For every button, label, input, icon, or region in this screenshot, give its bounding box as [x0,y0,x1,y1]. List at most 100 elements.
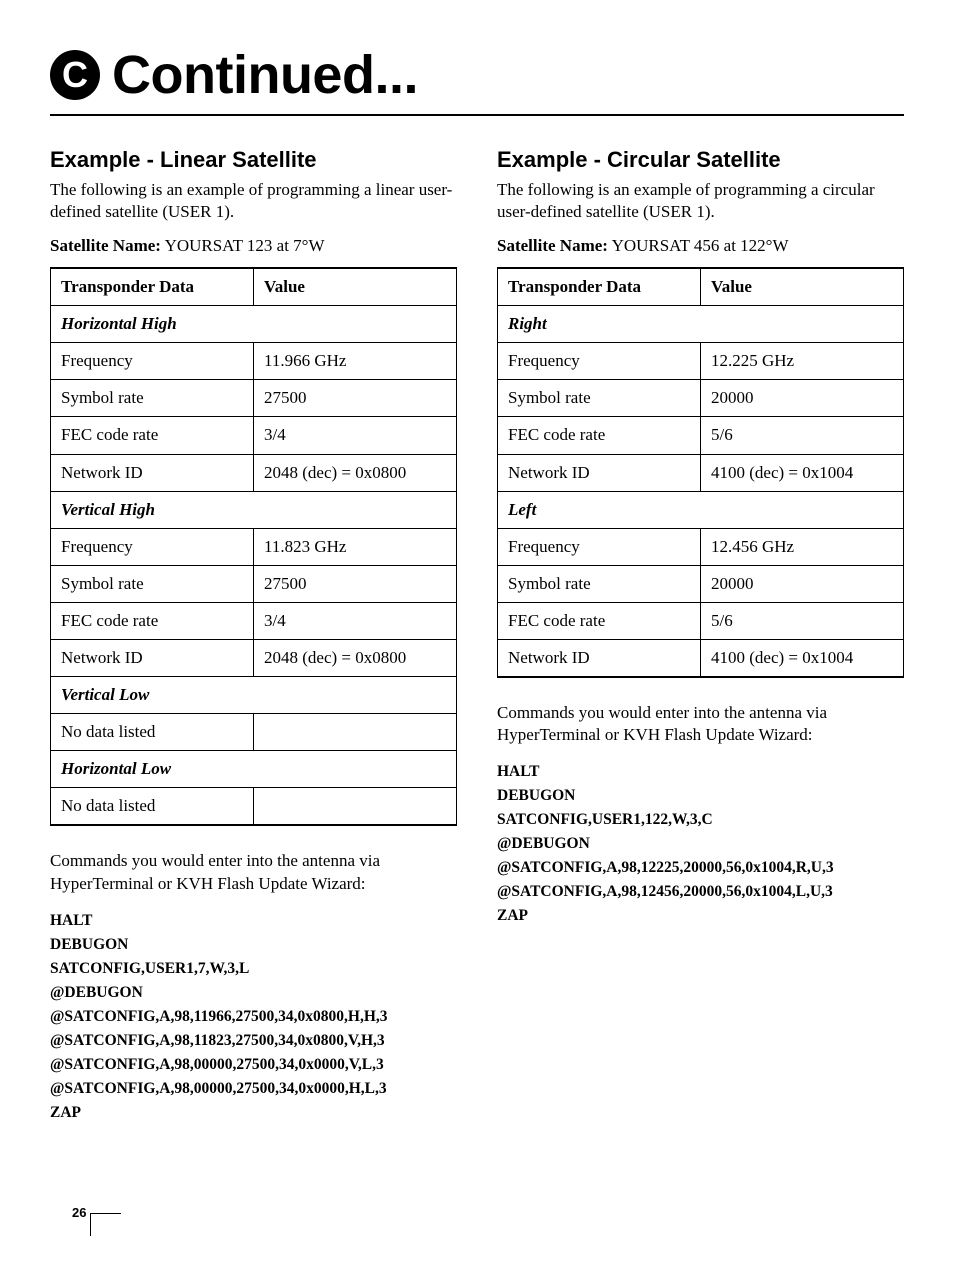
content-columns: Example - Linear Satellite The following… [50,134,904,1125]
right-commands: HALTDEBUGONSATCONFIG,USER1,122,W,3,C@DEB… [497,760,904,928]
left-satname: Satellite Name: YOURSAT 123 at 7°W [50,235,457,257]
left-th-transponder: Transponder Data [51,268,254,306]
table-row: Network ID4100 (dec) = 0x1004 [498,454,904,491]
table-row: Network ID4100 (dec) = 0x1004 [498,640,904,678]
command-line: @SATCONFIG,A,98,12456,20000,56,0x1004,L,… [497,880,904,904]
left-cmd-intro: Commands you would enter into the antenn… [50,850,457,894]
table-cell-key: Frequency [51,343,254,380]
table-cell-value: 2048 (dec) = 0x0800 [254,454,457,491]
table-section-title: Left [498,491,904,528]
table-row: FEC code rate5/6 [498,417,904,454]
table-row: Network ID2048 (dec) = 0x0800 [51,640,457,677]
table-section-header: Vertical Low [51,677,457,714]
table-row: Symbol rate27500 [51,565,457,602]
command-line: @SATCONFIG,A,98,12225,20000,56,0x1004,R,… [497,856,904,880]
command-line: @SATCONFIG,A,98,00000,27500,34,0x0000,H,… [50,1077,457,1101]
table-cell-key: No data listed [51,788,254,826]
table-cell-value: 5/6 [701,417,904,454]
right-column: Example - Circular Satellite The followi… [497,134,904,1125]
table-cell-key: Frequency [498,528,701,565]
command-line: HALT [497,760,904,784]
table-row: FEC code rate3/4 [51,602,457,639]
right-intro: The following is an example of programmi… [497,179,904,223]
table-cell-value: 2048 (dec) = 0x0800 [254,640,457,677]
table-cell-key: FEC code rate [498,602,701,639]
table-cell-value: 20000 [701,565,904,602]
table-cell-key: Symbol rate [51,380,254,417]
table-cell-value: 27500 [254,565,457,602]
right-cmd-intro: Commands you would enter into the antenn… [497,702,904,746]
table-cell-key: Symbol rate [498,380,701,417]
appendix-badge: C [50,50,100,100]
right-satname: Satellite Name: YOURSAT 456 at 122°W [497,235,904,257]
table-cell-key: Symbol rate [51,565,254,602]
right-heading: Example - Circular Satellite [497,146,904,175]
right-th-value: Value [701,268,904,306]
table-cell-value: 11.966 GHz [254,343,457,380]
table-cell-key: Frequency [498,343,701,380]
table-row: No data listed [51,788,457,826]
table-section-header: Vertical High [51,491,457,528]
command-line: SATCONFIG,USER1,122,W,3,C [497,808,904,832]
table-section-header: Horizontal Low [51,751,457,788]
left-column: Example - Linear Satellite The following… [50,134,457,1125]
table-cell-value: 12.225 GHz [701,343,904,380]
left-satname-label: Satellite Name: [50,236,161,255]
table-cell-value: 4100 (dec) = 0x1004 [701,454,904,491]
table-cell-key: Network ID [51,454,254,491]
table-section-title: Horizontal High [51,306,457,343]
table-row: Network ID2048 (dec) = 0x0800 [51,454,457,491]
left-commands: HALTDEBUGONSATCONFIG,USER1,7,W,3,L@DEBUG… [50,909,457,1125]
table-section-header: Right [498,306,904,343]
table-section-header: Horizontal High [51,306,457,343]
command-line: ZAP [50,1101,457,1125]
right-satname-label: Satellite Name: [497,236,608,255]
table-section-title: Vertical High [51,491,457,528]
table-cell-value: 3/4 [254,602,457,639]
table-row: Symbol rate27500 [51,380,457,417]
table-cell-value: 27500 [254,380,457,417]
table-cell-value: 20000 [701,380,904,417]
table-cell-key: FEC code rate [51,417,254,454]
continued-title: Continued... [112,40,418,110]
table-cell-key: Frequency [51,528,254,565]
table-row: Frequency11.966 GHz [51,343,457,380]
command-line: @SATCONFIG,A,98,11823,27500,34,0x0800,V,… [50,1029,457,1053]
command-line: @SATCONFIG,A,98,11966,27500,34,0x0800,H,… [50,1005,457,1029]
table-row: Frequency11.823 GHz [51,528,457,565]
table-cell-key: Network ID [498,454,701,491]
left-heading: Example - Linear Satellite [50,146,457,175]
table-row: Symbol rate20000 [498,380,904,417]
page-number: 26 [72,1205,86,1222]
table-row: Frequency12.456 GHz [498,528,904,565]
left-th-value: Value [254,268,457,306]
command-line: @SATCONFIG,A,98,00000,27500,34,0x0000,V,… [50,1053,457,1077]
footer-corner-mark [90,1213,121,1236]
table-row: Symbol rate20000 [498,565,904,602]
table-row: No data listed [51,714,457,751]
right-th-transponder: Transponder Data [498,268,701,306]
table-cell-value [254,714,457,751]
table-cell-key: FEC code rate [51,602,254,639]
table-section-title: Vertical Low [51,677,457,714]
command-line: DEBUGON [497,784,904,808]
table-row: FEC code rate3/4 [51,417,457,454]
table-cell-key: FEC code rate [498,417,701,454]
command-line: ZAP [497,904,904,928]
command-line: @DEBUGON [497,832,904,856]
table-cell-key: Network ID [498,640,701,678]
command-line: @DEBUGON [50,981,457,1005]
command-line: HALT [50,909,457,933]
table-cell-key: Network ID [51,640,254,677]
table-cell-value: 3/4 [254,417,457,454]
table-cell-key: No data listed [51,714,254,751]
table-cell-value: 12.456 GHz [701,528,904,565]
table-row: FEC code rate5/6 [498,602,904,639]
page-footer: 26 [50,1205,904,1245]
table-cell-value: 5/6 [701,602,904,639]
table-cell-value [254,788,457,826]
left-table: Transponder Data Value Horizontal HighFr… [50,267,457,826]
table-cell-key: Symbol rate [498,565,701,602]
table-section-title: Horizontal Low [51,751,457,788]
table-section-header: Left [498,491,904,528]
